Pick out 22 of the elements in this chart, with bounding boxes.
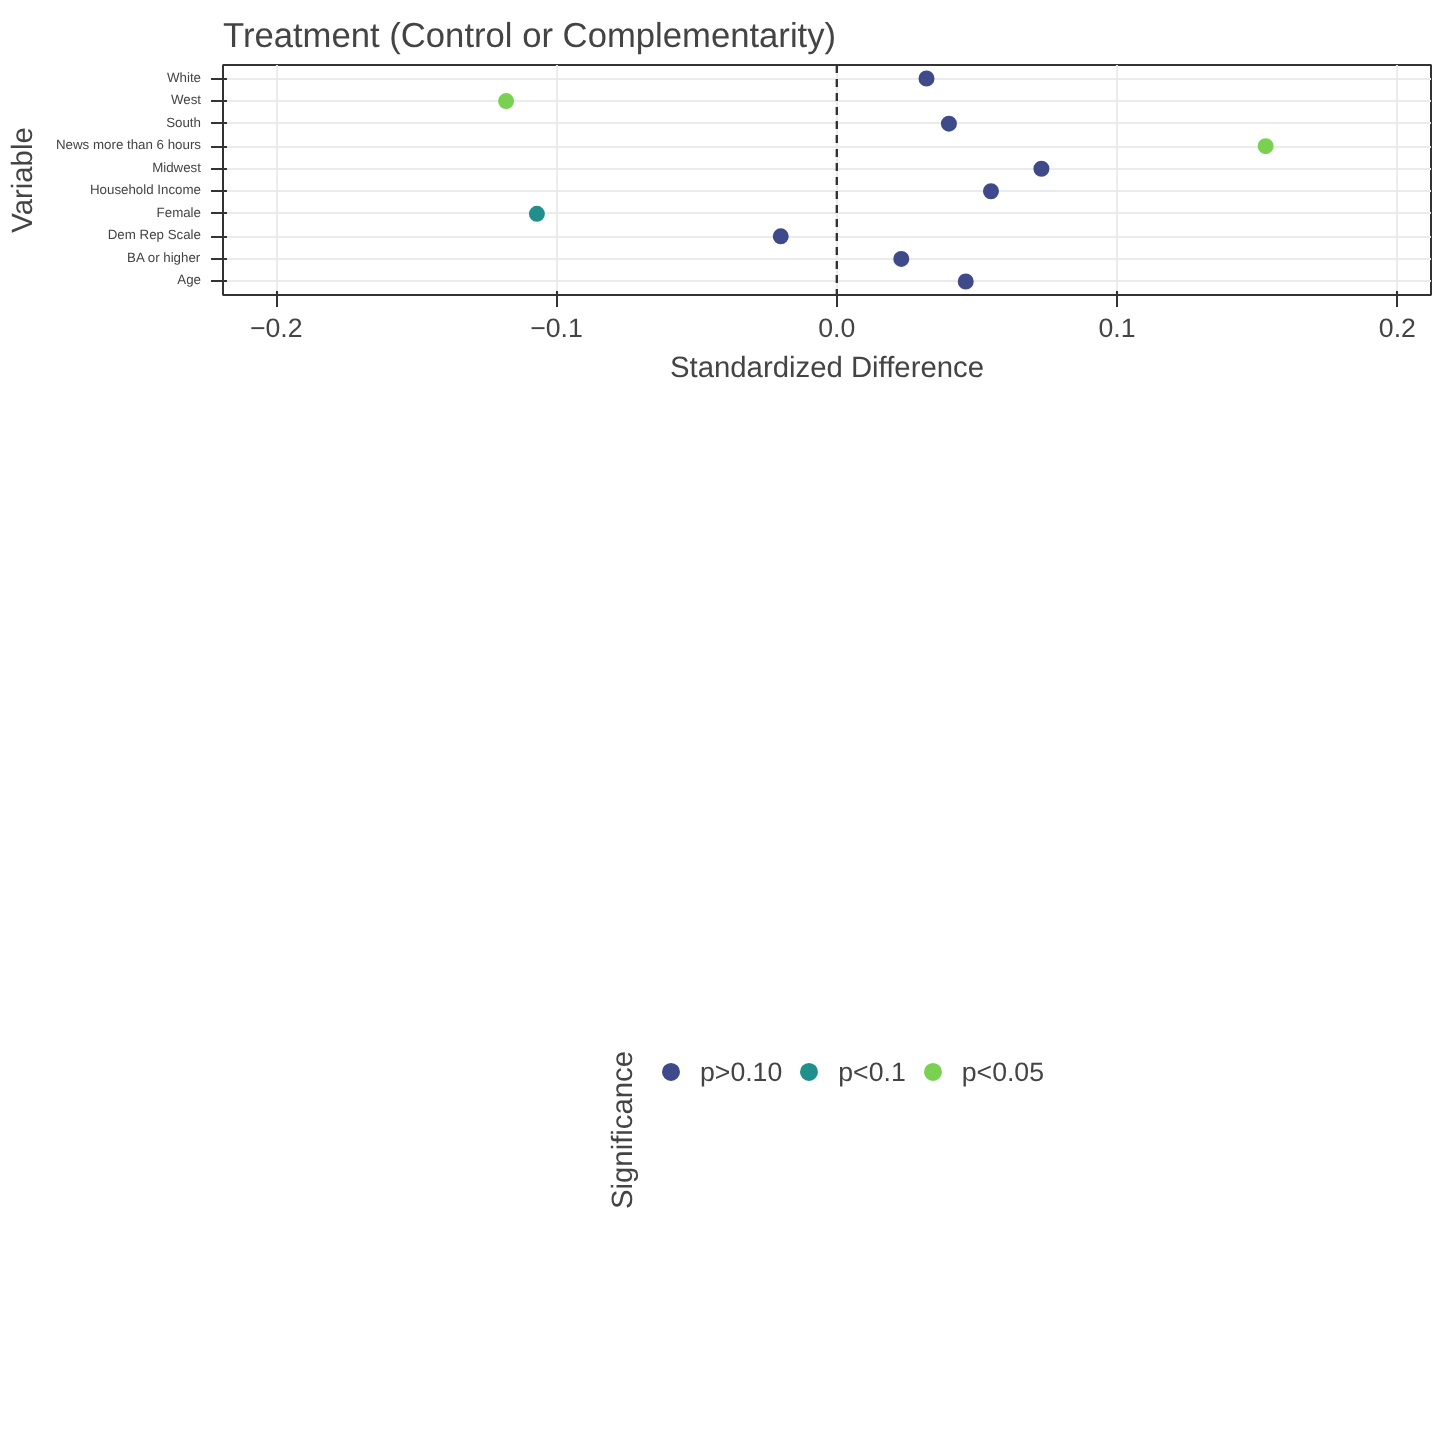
point <box>1257 138 1274 155</box>
point <box>982 183 999 200</box>
x-tick-label: 0.1 <box>1098 313 1136 343</box>
legend-label: p<0.05 <box>961 1056 1045 1087</box>
legend-title: Significance <box>607 1051 640 1210</box>
x-tick-label: −0.1 <box>530 313 583 343</box>
point <box>918 70 935 87</box>
x-tick-label: −0.2 <box>249 313 303 343</box>
point <box>940 115 957 132</box>
legend-label: p>0.10 <box>699 1056 783 1087</box>
chart-title: Treatment (Control or Complementarity) <box>223 15 837 55</box>
x-axis-title: Standardized Difference <box>670 353 984 385</box>
point <box>498 93 515 110</box>
x-tick-label: 0.0 <box>818 313 856 343</box>
x-tick-label: 0.2 <box>1378 313 1416 343</box>
y-axis-title: Variable <box>7 127 40 233</box>
point <box>528 205 545 222</box>
point <box>957 273 974 290</box>
point <box>1033 160 1050 177</box>
legend-label: p<0.1 <box>838 1056 906 1087</box>
point <box>772 228 789 245</box>
point <box>893 250 910 267</box>
